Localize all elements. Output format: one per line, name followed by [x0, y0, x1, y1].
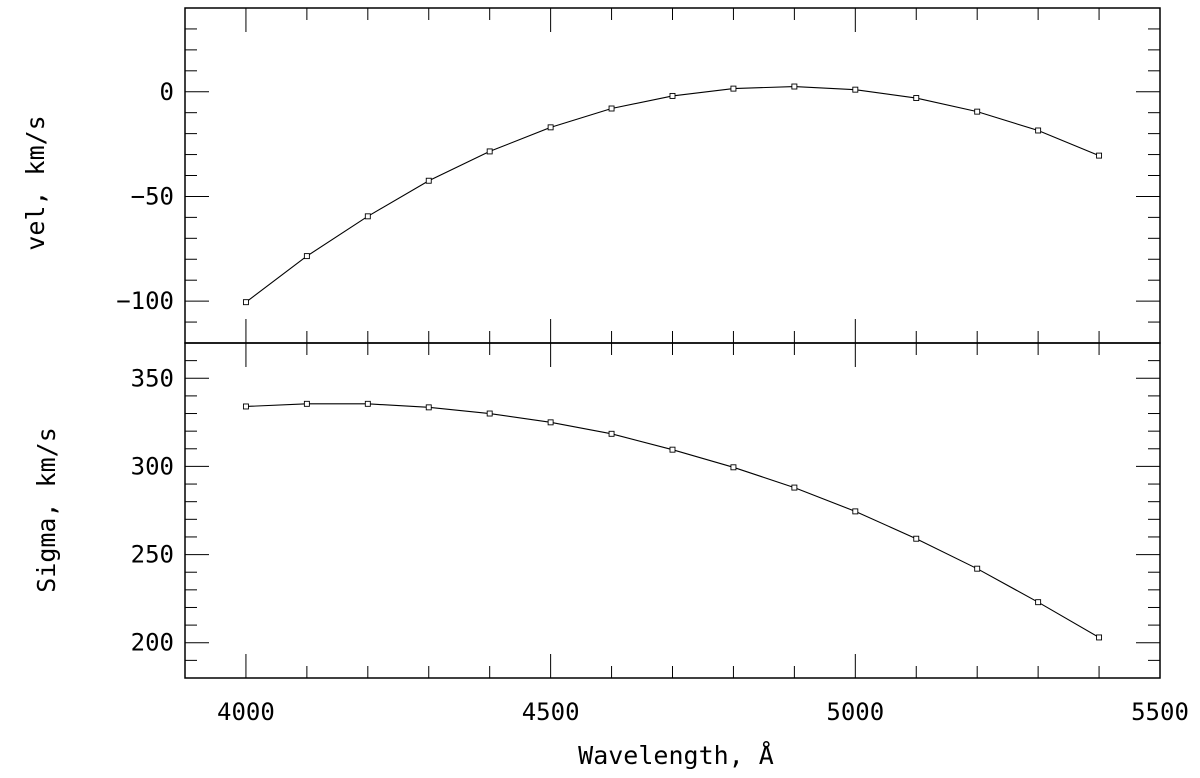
- velocity-axis-label: vel, km/s: [21, 115, 50, 250]
- vel-data-point: [913, 95, 920, 101]
- sigma-data-point: [1035, 599, 1042, 606]
- vel-series-line: [245, 85, 1100, 303]
- sigma-data-point: [486, 410, 493, 417]
- vel-data-point: [974, 108, 981, 115]
- vel-data-point: [242, 299, 249, 306]
- sigma-data-point: [730, 464, 737, 471]
- sigma-y-tick-label: 350: [131, 364, 174, 392]
- vel-y-tick-label: −50: [131, 182, 174, 210]
- sigma-data-point: [547, 419, 554, 426]
- vel-data-point: [730, 85, 737, 92]
- vel-data-point: [1035, 127, 1042, 134]
- sigma-data-point: [1096, 634, 1103, 641]
- sigma-data-point: [242, 403, 249, 410]
- vel-data-point: [547, 124, 554, 131]
- x-tick-label: 4000: [217, 698, 275, 726]
- vel-data-point: [425, 177, 432, 184]
- vel-data-point: [486, 148, 493, 155]
- vel-data-point: [608, 105, 615, 112]
- sigma-data-point: [425, 404, 432, 411]
- vel-y-tick-label: 0: [160, 78, 174, 106]
- vel-data-point: [852, 86, 859, 93]
- sigma-data-point: [913, 535, 920, 542]
- vel-data-point: [1096, 152, 1103, 159]
- vel-data-point: [669, 92, 676, 99]
- sigma-data-point: [364, 400, 371, 407]
- sigma-data-point: [303, 400, 310, 407]
- sigma-axis-label: Sigma, km/s: [32, 427, 61, 593]
- sigma-data-point: [974, 565, 981, 572]
- vel-data-point: [791, 83, 798, 90]
- sigma-plot-frame: [184, 342, 1161, 679]
- x-tick-label: 5000: [826, 698, 884, 726]
- x-tick-label: 5500: [1131, 698, 1189, 726]
- vel-data-point: [303, 253, 310, 260]
- vel-plot-frame: [184, 7, 1161, 344]
- sigma-y-tick-label: 250: [131, 541, 174, 569]
- vel-data-point: [364, 213, 371, 220]
- velocity-panel: −100 −50 0: [116, 7, 1161, 344]
- sigma-series-line: [245, 403, 1100, 638]
- sigma-data-point: [791, 484, 798, 491]
- sigma-y-tick-label: 200: [131, 629, 174, 657]
- sigma-panel: 200 250 300 350 4000 4500 5000 5500: [131, 342, 1189, 726]
- wavelength-axis-label: Wavelength, Å: [578, 741, 774, 770]
- sigma-y-tick-label: 300: [131, 452, 174, 480]
- vel-y-tick-label: −100: [116, 287, 174, 315]
- sigma-data-point: [608, 430, 615, 437]
- sigma-data-point: [669, 446, 676, 453]
- sigma-data-point: [852, 508, 859, 515]
- x-tick-label: 4500: [522, 698, 580, 726]
